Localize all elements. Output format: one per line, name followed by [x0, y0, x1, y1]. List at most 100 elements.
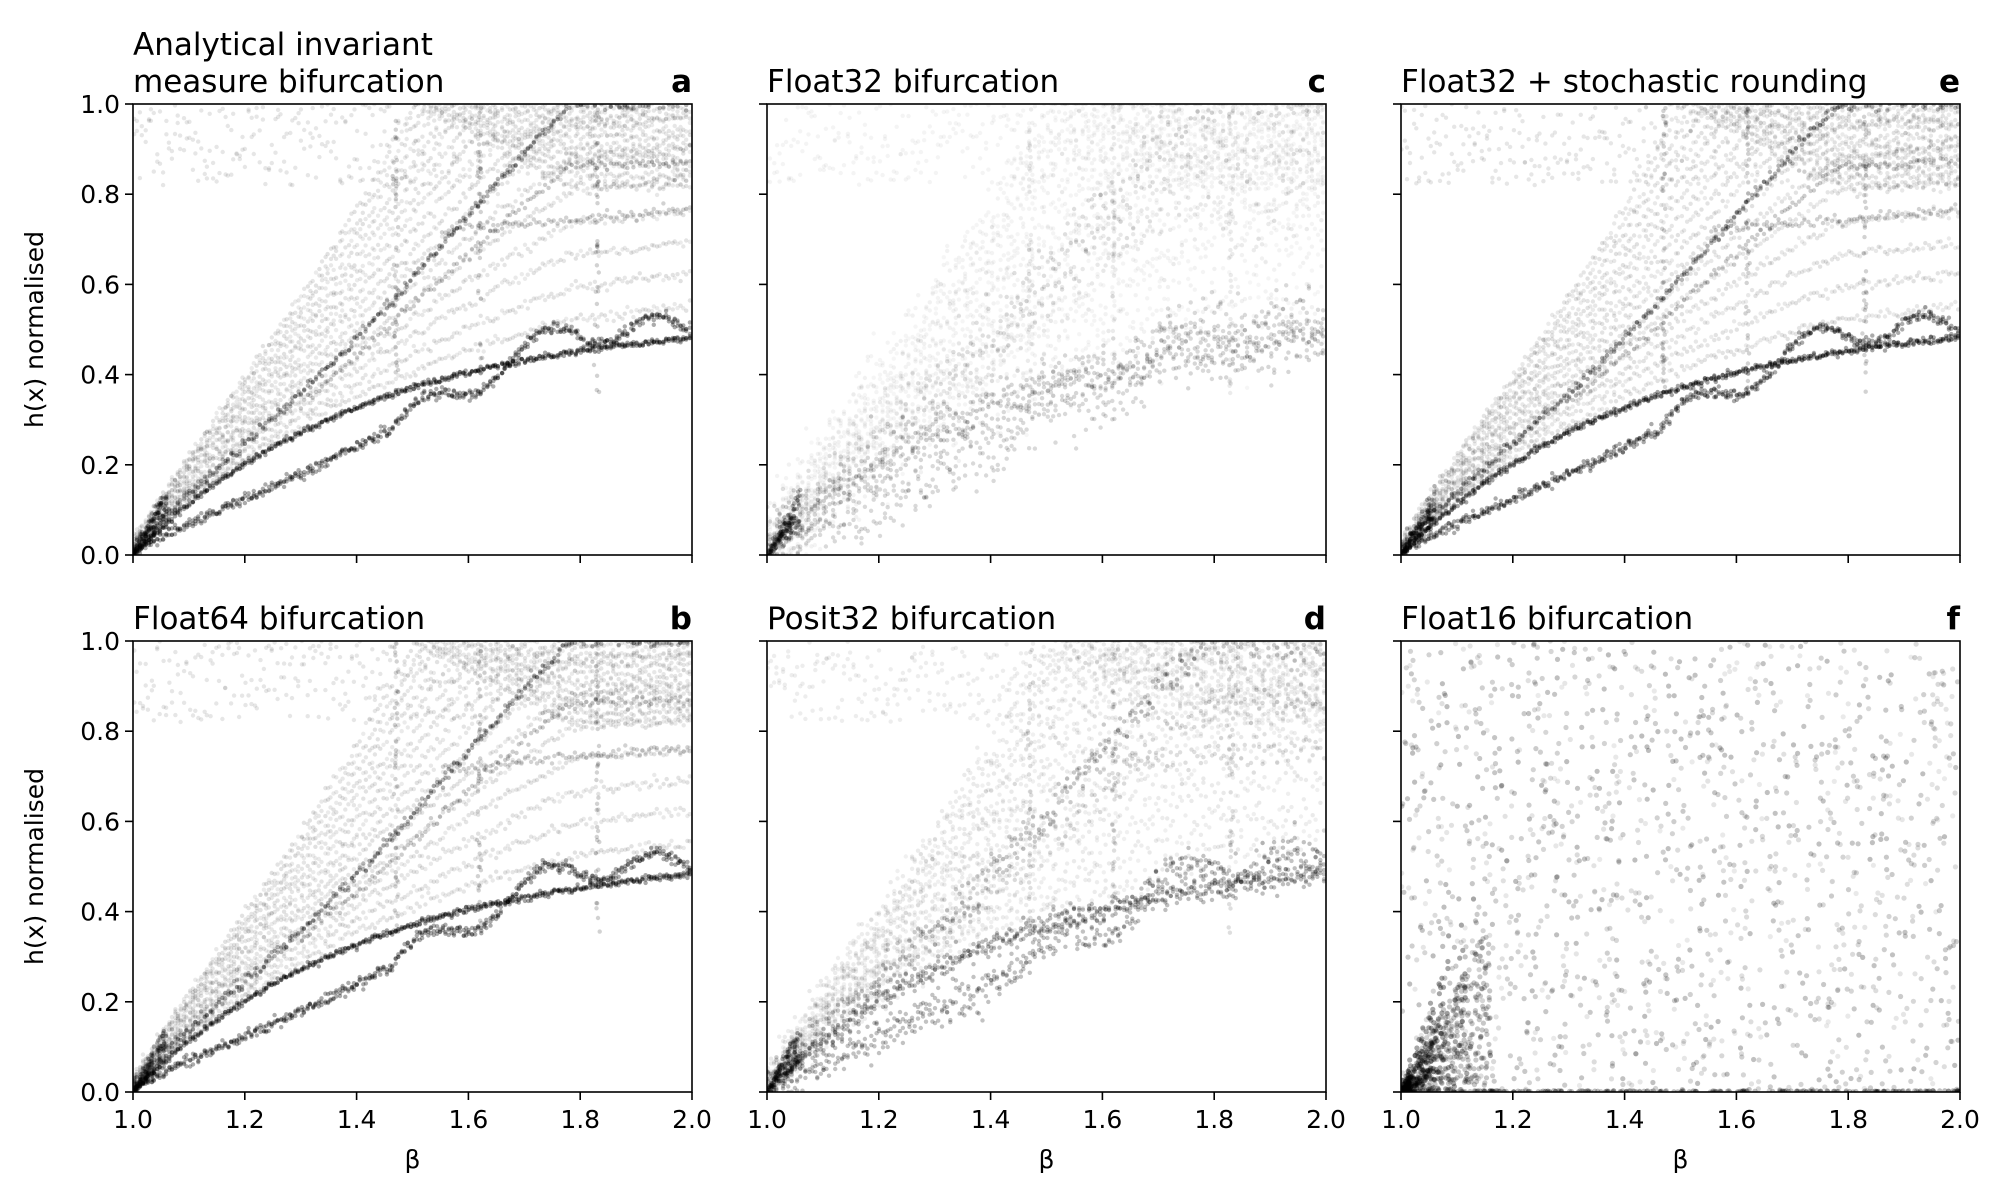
scatter-point — [340, 252, 345, 257]
scatter-point — [404, 116, 409, 121]
scatter-point — [202, 171, 207, 177]
scatter-point — [420, 167, 425, 172]
scatter-point — [290, 438, 295, 443]
scatter-point — [143, 533, 148, 539]
scatter-point — [275, 401, 281, 407]
scatter-point — [384, 222, 390, 227]
scatter-point — [542, 237, 548, 242]
scatter-point — [491, 261, 496, 266]
scatter-point — [207, 483, 212, 489]
scatter-point — [210, 478, 216, 483]
scatter-point — [581, 110, 586, 115]
scatter-point — [229, 503, 234, 509]
scatter-point — [463, 221, 468, 227]
scatter-point — [166, 140, 172, 145]
scatter-point — [666, 240, 672, 245]
scatter-point — [302, 338, 307, 343]
scatter-point — [293, 165, 298, 170]
scatter-point — [338, 402, 343, 407]
scatter-point — [175, 498, 180, 503]
scatter-point — [349, 287, 354, 292]
scatter-point — [184, 476, 189, 481]
scatter-point — [143, 535, 148, 541]
scatter-point — [217, 437, 222, 442]
scatter-point — [288, 373, 293, 378]
scatter-point — [199, 459, 204, 464]
scatter-point — [223, 449, 228, 454]
scatter-point — [177, 480, 183, 485]
scatter-point — [269, 446, 274, 451]
scatter-point — [220, 466, 225, 471]
scatter-point — [384, 215, 390, 220]
scatter-point — [187, 457, 192, 462]
scatter-point — [220, 454, 225, 459]
scatter-point — [234, 399, 239, 404]
scatter-point — [649, 122, 655, 128]
scatter-point — [513, 162, 518, 168]
scatter-point — [214, 479, 219, 484]
scatter-point — [284, 371, 289, 376]
scatter-point — [134, 531, 140, 536]
scatter-point — [137, 543, 143, 548]
scatter-point — [225, 474, 230, 480]
scatter-point — [202, 479, 207, 485]
scatter-point — [592, 133, 598, 138]
scatter-point — [146, 542, 152, 548]
scatter-point — [137, 545, 143, 550]
scatter-point — [217, 430, 222, 435]
scatter-point — [402, 273, 408, 279]
scatter-point — [432, 111, 437, 117]
scatter-point — [151, 514, 156, 519]
scatter-point — [196, 494, 201, 499]
scatter-point — [204, 164, 210, 169]
scatter-point — [354, 447, 360, 452]
scatter-point — [187, 494, 192, 499]
scatter-point — [164, 502, 169, 507]
scatter-point — [139, 543, 144, 548]
scatter-point — [302, 368, 307, 373]
scatter-point — [457, 331, 463, 336]
scatter-point — [338, 314, 343, 319]
scatter-point — [561, 219, 567, 224]
scatter-point — [599, 127, 604, 132]
scatter-point — [207, 472, 212, 478]
scatter-point — [325, 140, 330, 145]
scatter-point — [151, 110, 156, 116]
scatter-point — [175, 471, 180, 477]
scatter-point — [463, 144, 468, 149]
scatter-point — [323, 411, 328, 416]
scatter-point — [370, 351, 375, 356]
scatter-point — [139, 540, 144, 545]
scatter-point — [146, 523, 152, 528]
scatter-point — [254, 105, 259, 111]
scatter-point — [164, 118, 169, 124]
scatter-point — [148, 539, 154, 545]
scatter-point — [210, 483, 216, 488]
scatter-point — [288, 324, 293, 329]
scatter-point — [155, 523, 160, 528]
scatter-point — [181, 475, 187, 480]
scatter-point — [257, 160, 262, 165]
scatter-point — [333, 248, 339, 254]
scatter-point — [439, 113, 445, 119]
scatter-point — [143, 541, 148, 546]
scatter-point — [146, 117, 152, 122]
scatter-point — [166, 514, 172, 519]
scatter-point — [160, 494, 166, 499]
scatter-point — [323, 286, 328, 291]
scatter-point — [210, 442, 216, 447]
scatter-point — [428, 190, 433, 196]
scatter-point — [408, 407, 413, 412]
scatter-point — [187, 464, 192, 469]
scatter-point — [437, 395, 442, 400]
scatter-point — [488, 147, 493, 153]
scatter-point — [284, 323, 289, 329]
scatter-point — [184, 505, 189, 510]
scatter-point — [229, 472, 234, 477]
scatter-point — [310, 278, 315, 284]
scatter-point — [229, 435, 234, 440]
scatter-point — [134, 536, 140, 542]
scatter-point — [495, 228, 501, 234]
scatter-point — [151, 531, 156, 537]
scatter-point — [661, 186, 666, 192]
